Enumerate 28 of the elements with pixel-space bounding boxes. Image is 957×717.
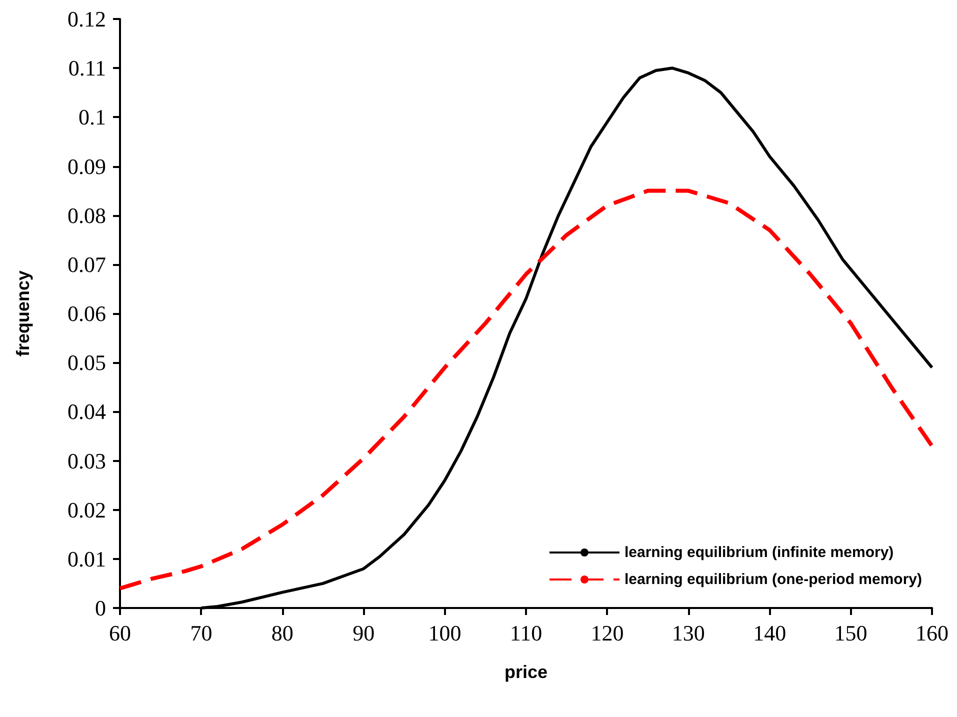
y-tick-label: 0.11 [68, 56, 106, 81]
x-axis-title: price [504, 662, 548, 682]
x-tick-label: 150 [834, 620, 868, 646]
x-tick-label: 70 [190, 620, 212, 646]
y-tick-label: 0.05 [68, 350, 106, 376]
legend-label: learning equilibrium (one-period memory) [624, 571, 922, 588]
x-tick-label: 120 [590, 620, 624, 646]
legend-label: learning equilibrium (infinite memory) [624, 544, 894, 561]
x-tick-label: 110 [510, 620, 542, 646]
x-tick-label: 100 [428, 620, 462, 646]
x-tick-label: 140 [753, 620, 786, 646]
y-tick-label: 0.1 [78, 104, 106, 130]
y-tick-label: 0.01 [68, 546, 106, 572]
y-tick-label: 0 [95, 596, 106, 620]
y-axis-title: frequency [13, 270, 33, 357]
x-tick-label: 90 [352, 620, 375, 646]
x-tick-label: 80 [271, 620, 294, 646]
y-tick-label: 0.07 [68, 252, 106, 277]
y-tick-label: 0.09 [68, 154, 106, 179]
y-tick-label: 0.08 [68, 202, 106, 228]
x-tick-label: 130 [672, 620, 705, 646]
y-tick-label: 0.04 [68, 399, 106, 424]
y-tick-label: 0.12 [68, 6, 106, 32]
y-tick-label: 0.02 [68, 497, 106, 522]
y-tick-label: 0.03 [68, 448, 106, 474]
x-tick-label: 60 [109, 620, 131, 646]
x-tick-label: 160 [916, 620, 948, 646]
y-tick-label: 0.06 [68, 301, 106, 326]
